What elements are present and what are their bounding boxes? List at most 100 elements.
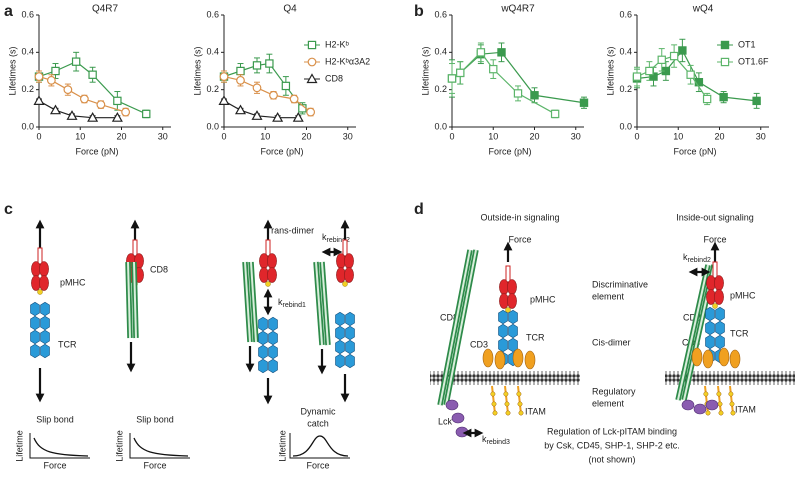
- pmhc-stalk: [37, 247, 43, 265]
- itam-chain: [517, 385, 522, 415]
- tcr-domain: [335, 325, 345, 341]
- series-line: [223, 100, 299, 119]
- panel-label: d: [414, 201, 424, 218]
- pmhc-domain: [39, 261, 49, 277]
- marker: [63, 85, 73, 95]
- cd8-rod-core: [127, 261, 131, 339]
- tcr-domain: [508, 309, 518, 325]
- tcr-domain: [30, 301, 40, 317]
- note: Regulation of Lck-pITAM binding: [547, 426, 677, 436]
- marker: [720, 57, 730, 67]
- tcr-domain: [345, 339, 355, 355]
- lck: [451, 412, 465, 424]
- cd8-rod-core: [321, 261, 329, 346]
- marker: [289, 94, 299, 104]
- label: TCR: [526, 332, 545, 342]
- x-axis-label: Force (pN): [673, 146, 716, 156]
- marker: [96, 100, 106, 109]
- marker: [34, 72, 44, 81]
- itam-motif: [516, 391, 522, 397]
- marker: [88, 70, 97, 79]
- cd3: [691, 347, 703, 367]
- chart-title: wQ4: [692, 4, 714, 15]
- marker: [269, 90, 278, 100]
- label: Dynamic: [300, 406, 336, 416]
- label: CD8: [440, 312, 458, 322]
- marker: [218, 95, 230, 105]
- legend-label: OT1.6F: [738, 56, 769, 66]
- label: Trans-dimer: [266, 225, 314, 235]
- label: Force: [508, 234, 531, 244]
- y-tick-label: 0.6: [21, 9, 34, 19]
- itam-chain: [704, 385, 709, 415]
- legend-label: CD8: [325, 73, 343, 83]
- pmhc-stalk: [265, 239, 271, 257]
- mini-axes: [29, 433, 90, 459]
- x-tick-label: 0: [449, 131, 454, 141]
- chart-title: Q4R7: [92, 4, 119, 15]
- x-tick-label: 10: [75, 131, 85, 141]
- note: by Csk, CD45, SHP-1, SHP-2 etc.: [544, 440, 680, 450]
- y-tick-label: 0.0: [434, 121, 447, 131]
- label: Force: [703, 234, 726, 244]
- label: CD8: [683, 312, 701, 322]
- cd8-rod-core: [133, 261, 137, 339]
- tcr-domain: [258, 316, 268, 332]
- label: ITAM: [735, 404, 756, 414]
- axis-label: Force: [43, 460, 66, 470]
- y-tick-label: 0.2: [206, 84, 219, 94]
- x-tick-label: 0: [221, 131, 226, 141]
- tcr-domain: [715, 306, 725, 322]
- pmhc-domain: [344, 267, 354, 283]
- y-tick-label: 0.0: [619, 121, 632, 131]
- mini-axes: [289, 433, 350, 459]
- y-tick-label: 0.2: [619, 84, 632, 94]
- marker: [550, 109, 560, 119]
- x-tick-label: 30: [571, 131, 581, 141]
- lck: [705, 399, 719, 411]
- label: catch: [307, 418, 329, 428]
- marker: [632, 72, 642, 81]
- label: CD8: [150, 264, 168, 274]
- marker: [71, 57, 81, 66]
- marker: [530, 91, 539, 100]
- tcr-domain: [705, 306, 715, 322]
- y-tick-label: 0.2: [21, 84, 34, 94]
- marker: [51, 66, 60, 76]
- label: Slip bond: [136, 414, 174, 424]
- label: TCR: [730, 328, 749, 338]
- pmhc-domain: [507, 279, 517, 295]
- y-tick-label: 0.0: [21, 121, 34, 131]
- y-tick-label: 0.4: [434, 47, 447, 57]
- x-tick-label: 10: [673, 131, 683, 141]
- cd3: [494, 350, 506, 370]
- membrane: [665, 371, 795, 385]
- peptide: [265, 281, 271, 287]
- itam-motif: [492, 410, 498, 416]
- cd8-rod-core: [445, 249, 477, 406]
- lck: [693, 403, 707, 415]
- itam-motif: [503, 391, 509, 397]
- marker: [306, 73, 318, 84]
- tcr-domain: [258, 344, 268, 360]
- marker: [447, 74, 457, 83]
- lck: [455, 426, 469, 438]
- y-axis-label: Lifetimes (s): [420, 46, 430, 95]
- pmhc-domain: [344, 253, 354, 269]
- marker: [645, 66, 654, 76]
- itam-motif: [491, 401, 497, 407]
- marker: [497, 48, 506, 57]
- peptide: [342, 281, 348, 287]
- legend-label: OT1: [738, 39, 756, 49]
- marker: [219, 72, 229, 81]
- cd8-rod-core: [250, 261, 257, 343]
- label: Inside-out signaling: [676, 212, 754, 222]
- axis-label: Lifetime: [114, 430, 124, 462]
- y-tick-label: 0.2: [434, 84, 447, 94]
- x-tick-label: 10: [260, 131, 270, 141]
- pmhc-domain: [39, 275, 49, 291]
- pmhc-stalk: [505, 265, 511, 283]
- tcr-domain: [498, 309, 508, 325]
- x-tick-label: 10: [488, 131, 498, 141]
- marker: [281, 81, 291, 91]
